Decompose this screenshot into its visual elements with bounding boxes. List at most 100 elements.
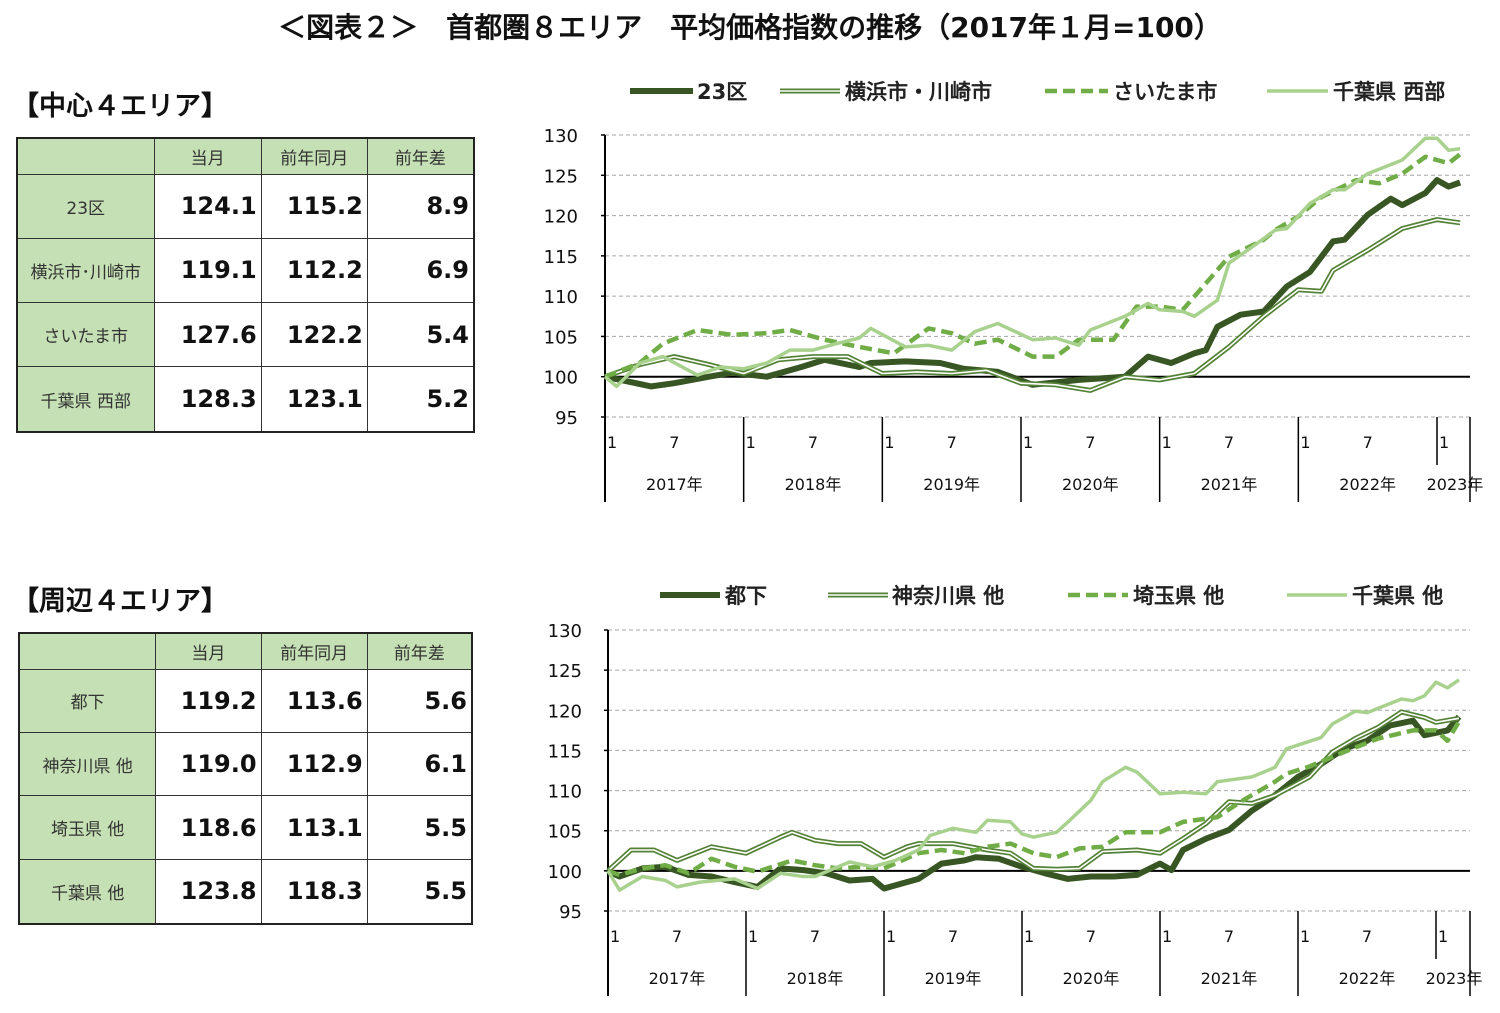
table-row: 千葉県 西部 128.3 123.1 5.2: [16, 366, 475, 433]
y-tick-label: 110: [544, 287, 578, 308]
column-header: 前年同月: [260, 632, 368, 670]
y-tick-label: 100: [548, 862, 582, 883]
series-line-3: [607, 720, 1461, 878]
x-month-label: 1: [1300, 433, 1310, 452]
cell-value: 123.1: [260, 366, 368, 433]
x-year-label: 2018年: [787, 969, 844, 988]
row-label: 神奈川県 他: [18, 731, 157, 797]
column-header: 前年差: [366, 137, 475, 175]
x-year-label: 2023年: [1426, 969, 1483, 988]
row-label: 埼玉県 他: [18, 795, 157, 860]
x-month-label: 1: [1024, 927, 1034, 946]
row-label: 都下: [18, 668, 157, 733]
section-label-peripheral: 【周辺４エリア】: [12, 586, 228, 617]
column-header: 当月: [155, 632, 262, 670]
series-line-2: [606, 709, 1460, 873]
x-month-label: 1: [1023, 433, 1033, 452]
x-month-label: 7: [669, 433, 679, 452]
cell-value: 5.5: [366, 795, 473, 860]
cell-value: 128.3: [153, 366, 262, 433]
legend-label: 千葉県 西部: [1333, 80, 1445, 104]
cell-value: 112.2: [260, 237, 368, 303]
y-tick-label: 110: [548, 782, 582, 803]
cell-value: 124.1: [153, 173, 262, 239]
line-chart-1: 95 100 105 110 115 120 125 130 1 7 2017年 1 7 2018年 1 7 2…: [544, 80, 1484, 502]
x-month-label: 7: [1224, 433, 1234, 452]
cell-value: 5.2: [366, 366, 475, 433]
peripheral-areas-table: 当月 前年同月 前年差 都下 119.2 113.6 5.6 神奈川県 他 119.0 112.9…: [18, 632, 473, 925]
legend-label: 横浜市・川崎市: [845, 80, 992, 104]
x-month-label: 1: [886, 927, 896, 946]
y-tick-label: 120: [544, 207, 578, 228]
legend-label: 都下: [724, 584, 767, 608]
x-month-label: 1: [610, 927, 620, 946]
legend-label: 埼玉県 他: [1133, 584, 1224, 608]
x-month-label: 7: [1362, 927, 1372, 946]
column-header: [16, 137, 155, 175]
x-year-label: 2018年: [785, 475, 842, 494]
legend-label: 神奈川県 他: [892, 584, 1004, 608]
x-month-label: 7: [1085, 433, 1095, 452]
y-tick-label: 125: [548, 661, 582, 682]
x-month-label: 1: [884, 433, 894, 452]
x-year-label: 2020年: [1063, 969, 1120, 988]
cell-value: 119.1: [153, 237, 262, 303]
y-tick-label: 105: [544, 327, 578, 348]
cell-value: 118.3: [260, 858, 368, 925]
table-row: 23区 124.1 115.2 8.9: [16, 173, 475, 239]
cell-value: 5.6: [366, 668, 473, 733]
y-tick-label: 130: [544, 126, 578, 147]
x-year-label: 2022年: [1339, 969, 1396, 988]
x-month-label: 7: [948, 927, 958, 946]
x-month-label: 1: [748, 927, 758, 946]
column-header: [18, 632, 157, 670]
series-line-3: [604, 152, 1462, 379]
series-line-2-inner: [604, 218, 1461, 392]
series-line-2-inner: [607, 711, 1460, 872]
y-tick-label: 130: [548, 621, 582, 642]
table-row: 埼玉県 他 118.6 113.1 5.5: [18, 795, 473, 860]
x-month-label: 1: [607, 433, 617, 452]
cell-value: 118.6: [155, 795, 262, 860]
cell-value: 6.1: [366, 731, 473, 797]
x-year-label: 2023年: [1427, 475, 1484, 494]
y-tick-label: 120: [548, 701, 582, 722]
cell-value: 5.4: [366, 301, 475, 368]
y-tick-label: 95: [559, 902, 582, 923]
x-year-label: 2019年: [923, 475, 980, 494]
cell-value: 5.5: [366, 858, 473, 925]
x-year-label: 2017年: [646, 475, 703, 494]
x-year-label: 2017年: [649, 969, 706, 988]
x-month-label: 7: [947, 433, 957, 452]
cell-value: 112.9: [260, 731, 368, 797]
x-month-label: 7: [672, 927, 682, 946]
y-tick-label: 115: [544, 247, 578, 268]
x-month-label: 1: [1162, 927, 1172, 946]
x-month-label: 1: [1300, 927, 1310, 946]
legend-label: 23区: [697, 80, 747, 104]
row-label: 千葉県 西部: [16, 366, 155, 433]
y-tick-label: 100: [544, 368, 578, 389]
figure-title: ＜図表２＞ 首都圏８エリア 平均価格指数の推移（2017年１月=100）: [278, 11, 1222, 44]
legend-label: 千葉県 他: [1352, 584, 1443, 608]
table-row: 千葉県 他 123.8 118.3 5.5: [18, 858, 473, 925]
row-label: 千葉県 他: [18, 858, 157, 925]
cell-value: 123.8: [155, 858, 262, 925]
series-line-4: [606, 678, 1460, 892]
row-label: 23区: [16, 173, 155, 239]
cell-value: 113.1: [260, 795, 368, 860]
x-year-label: 2021年: [1201, 969, 1258, 988]
table-header-row: 当月 前年同月 前年差: [18, 632, 473, 670]
x-month-label: 1: [1438, 927, 1448, 946]
x-month-label: 1: [1162, 433, 1172, 452]
series-line-1: [606, 714, 1462, 892]
table-row: 都下 119.2 113.6 5.6: [18, 668, 473, 733]
x-month-label: 7: [1224, 927, 1234, 946]
x-month-label: 1: [1439, 433, 1449, 452]
cell-value: 113.6: [260, 668, 368, 733]
y-tick-label: 125: [544, 166, 578, 187]
cell-value: 119.2: [155, 668, 262, 733]
table-header-row: 当月 前年同月 前年差: [16, 137, 475, 175]
series-line-4: [603, 136, 1461, 389]
